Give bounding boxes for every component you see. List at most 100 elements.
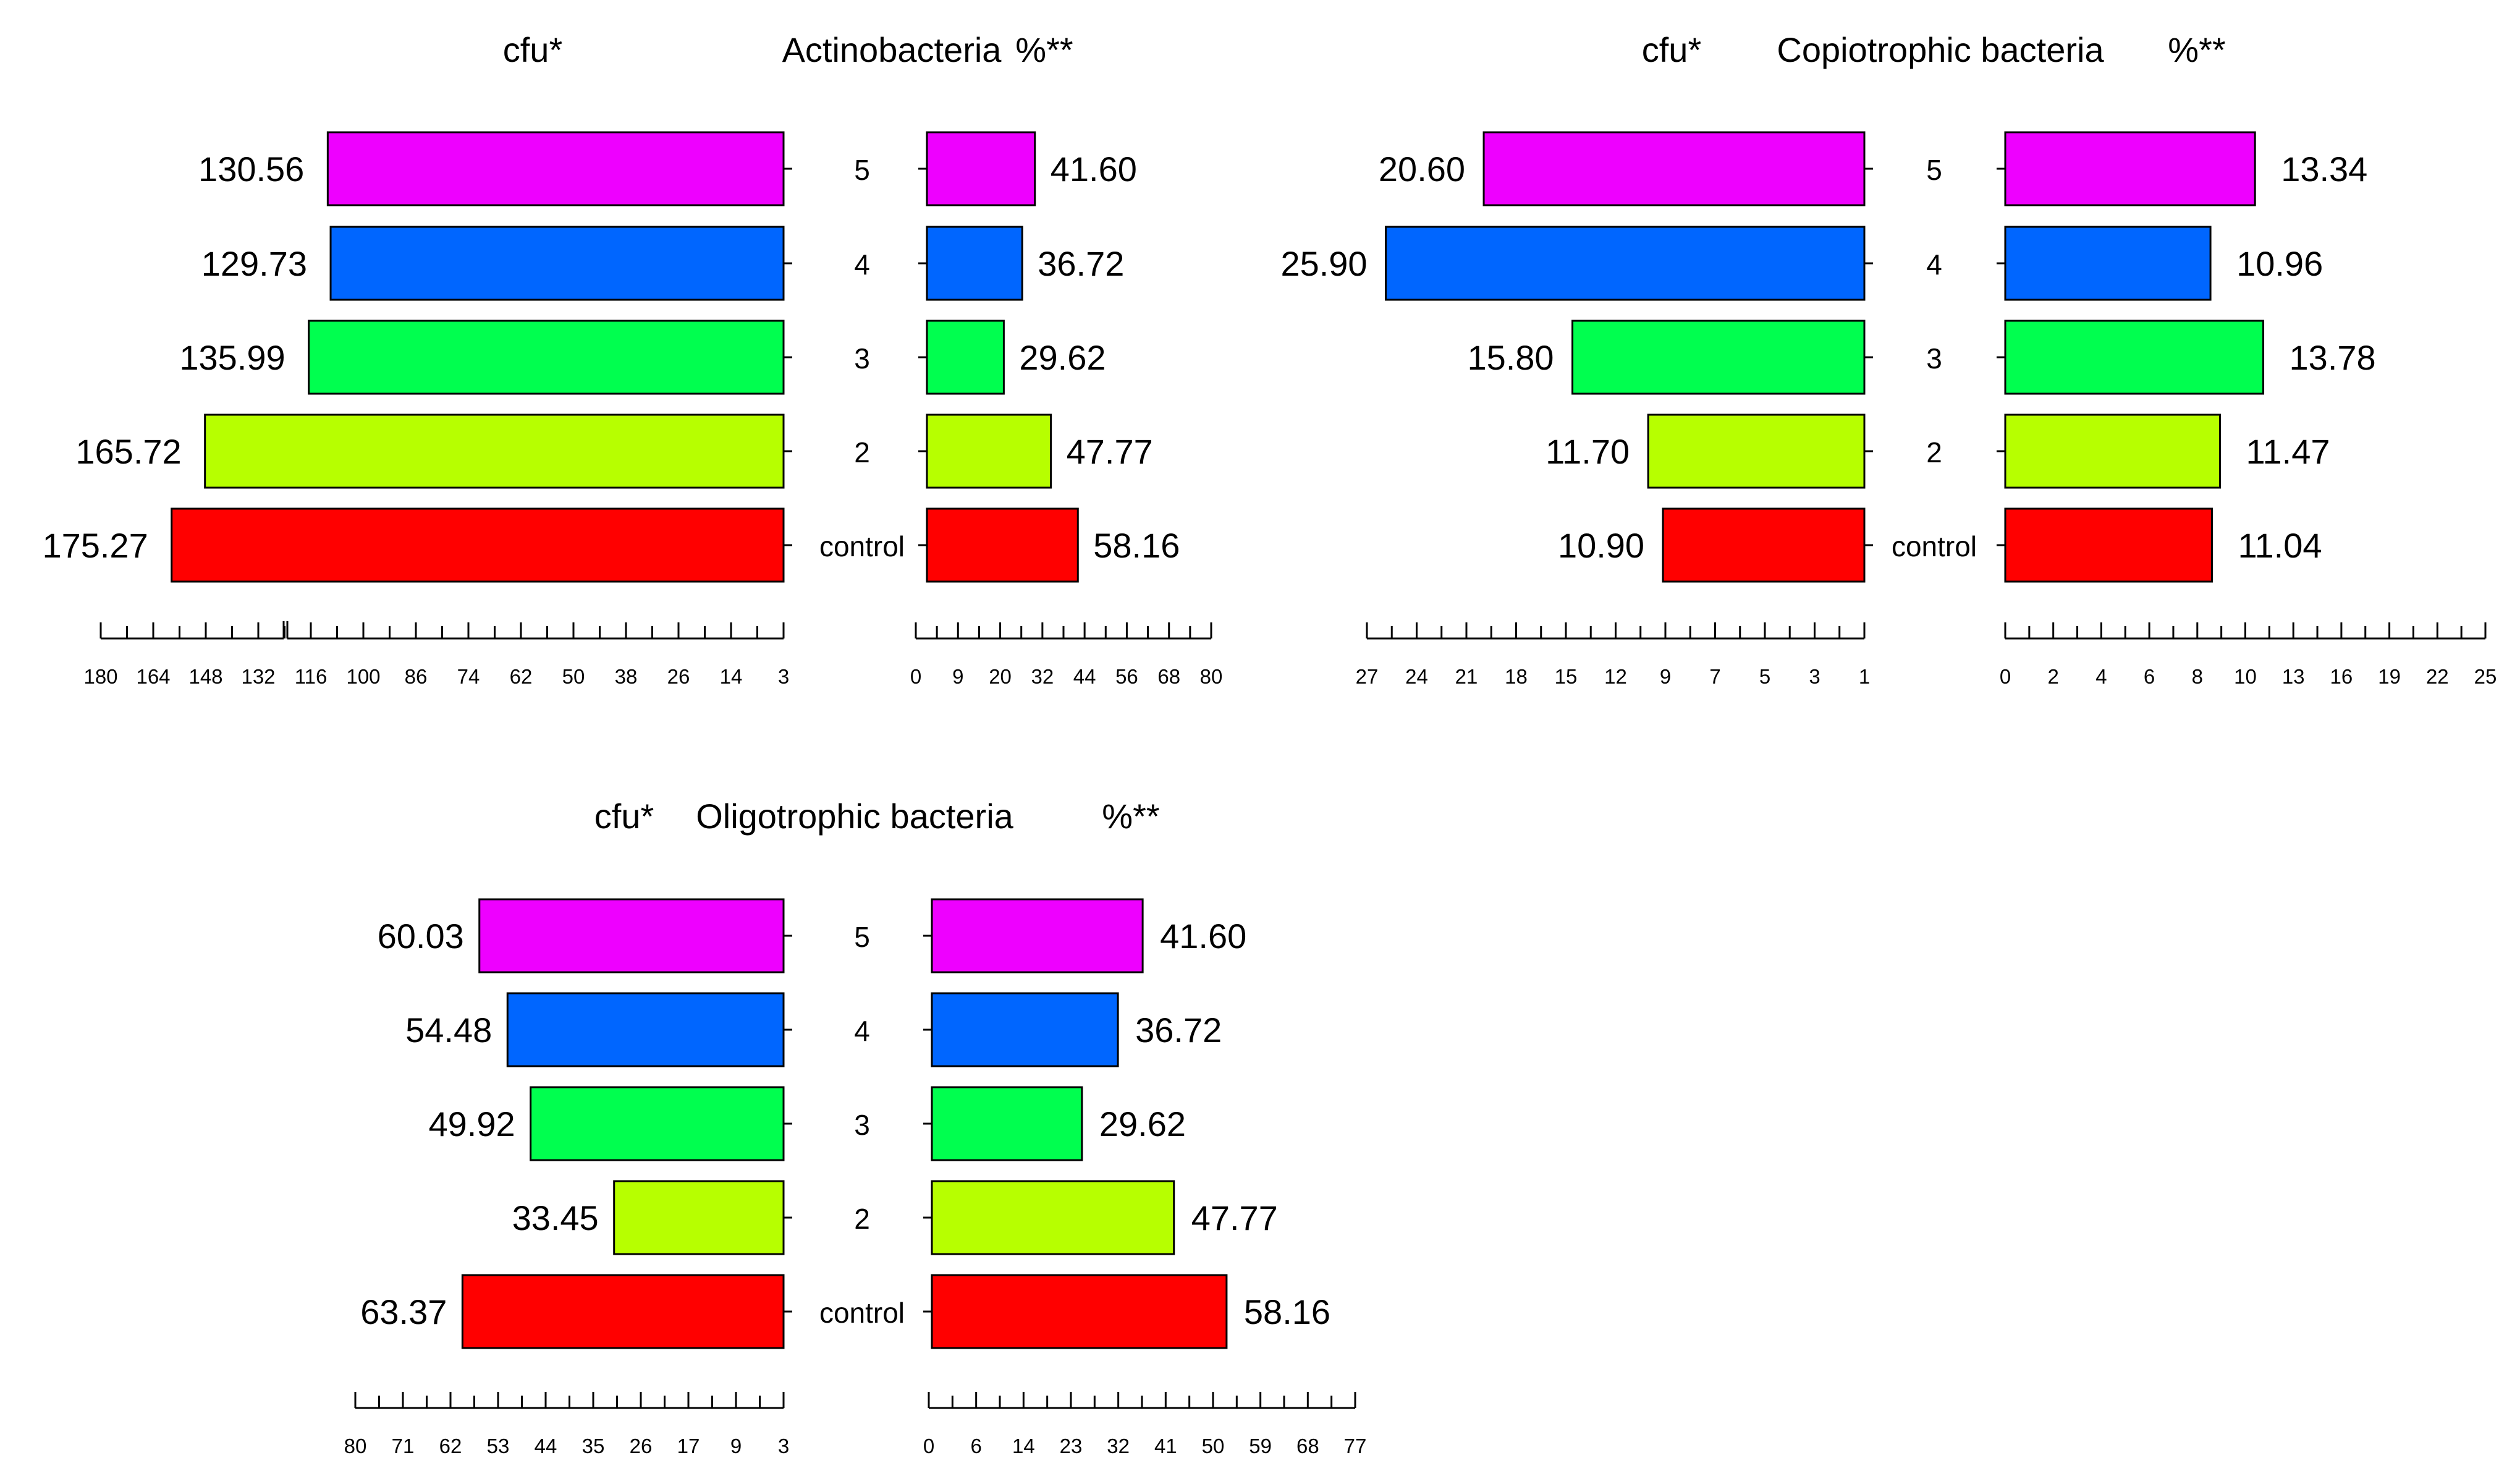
cfu-value-label: 33.45 (512, 1198, 599, 1237)
percent-tick-label: 8 (2192, 665, 2203, 688)
cfu-tick-label: 3 (778, 665, 789, 688)
percent-bar-5 (2004, 131, 2256, 206)
percent-value-label: 13.34 (2281, 150, 2367, 189)
cfu-value-label: 11.70 (1545, 432, 1630, 471)
percent-tick-label: 0 (2000, 665, 2011, 688)
percent-tick-label: 80 (1200, 665, 1223, 688)
chart-title: Actinobacteria (782, 30, 1002, 69)
cfu-bar-2 (1647, 413, 1866, 489)
cfu-header: cfu* (503, 30, 563, 69)
percent-bar-3 (931, 1086, 1083, 1161)
cfu-tick-label: 148 (188, 665, 222, 688)
category-label: control (819, 530, 905, 562)
percent-value-label: 10.96 (2236, 244, 2323, 283)
percent-value-label: 29.62 (1019, 338, 1106, 377)
category-label: control (1892, 530, 1977, 562)
percent-bar-3 (926, 320, 1005, 395)
chart-title: Copiotrophic bacteria (1777, 30, 2104, 69)
percent-tick-label: 41 (1154, 1435, 1177, 1457)
percent-value-label: 58.16 (1244, 1292, 1330, 1331)
percent-header: %** (2168, 30, 2225, 69)
cfu-tick-label: 12 (1604, 665, 1627, 688)
cfu-tick-label: 74 (457, 665, 480, 688)
cfu-bar-control (171, 507, 785, 583)
category-label: 5 (1926, 154, 1942, 186)
cfu-bar-5 (478, 898, 785, 973)
cfu-tick-label: 26 (630, 1435, 653, 1457)
cfu-tick-label: 50 (562, 665, 585, 688)
percent-value-label: 58.16 (1093, 526, 1180, 565)
percent-tick-label: 68 (1296, 1435, 1319, 1457)
percent-tick-label: 14 (1012, 1435, 1035, 1457)
cfu-tick-label: 71 (392, 1435, 415, 1457)
percent-bar-2 (2004, 413, 2222, 489)
cfu-tick-label: 132 (241, 665, 275, 688)
percent-bar-4 (2004, 226, 2212, 301)
cfu-tick-label: 164 (136, 665, 170, 688)
percent-tick-label: 77 (1344, 1435, 1367, 1457)
cfu-tick-label: 62 (439, 1435, 462, 1457)
percent-tick-label: 10 (2234, 665, 2257, 688)
category-label: 4 (854, 248, 870, 281)
percent-tick-label: 50 (1202, 1435, 1225, 1457)
percent-tick-label: 6 (970, 1435, 981, 1457)
cfu-bar-5 (326, 131, 785, 206)
category-label: 4 (854, 1015, 870, 1047)
percent-tick-label: 25 (2474, 665, 2497, 688)
percent-value-label: 41.60 (1051, 150, 1137, 189)
cfu-value-label: 175.27 (42, 526, 148, 565)
cfu-bar-4 (329, 226, 785, 301)
percent-tick-label: 59 (1249, 1435, 1272, 1457)
percent-value-label: 47.77 (1067, 432, 1153, 471)
category-label: control (819, 1297, 905, 1329)
cfu-tick-label: 24 (1405, 665, 1428, 688)
cfu-tick-label: 116 (295, 665, 328, 688)
cfu-tick-label: 5 (1759, 665, 1770, 688)
percent-bar-2 (926, 413, 1052, 489)
percent-tick-label: 16 (2330, 665, 2353, 688)
chart-title: Oligotrophic bacteria (696, 797, 1013, 836)
cfu-tick-label: 80 (344, 1435, 367, 1457)
cfu-tick-label: 1 (1859, 665, 1870, 688)
cfu-tick-label: 86 (405, 665, 428, 688)
cfu-value-label: 60.03 (378, 917, 464, 956)
cfu-value-label: 63.37 (360, 1292, 447, 1331)
cfu-tick-label: 21 (1455, 665, 1478, 688)
cfu-tick-label: 35 (582, 1435, 605, 1457)
percent-bar-5 (931, 898, 1144, 973)
percent-tick-label: 23 (1060, 1435, 1083, 1457)
cfu-tick-label: 7 (1709, 665, 1720, 688)
cfu-bar-3 (1571, 320, 1866, 395)
percent-tick-label: 0 (923, 1435, 934, 1457)
cfu-tick-label: 53 (487, 1435, 510, 1457)
cfu-tick-label: 9 (730, 1435, 742, 1457)
percent-tick-label: 2 (2048, 665, 2059, 688)
category-label: 2 (1926, 436, 1942, 469)
category-label: 2 (854, 436, 870, 469)
percent-bar-4 (926, 226, 1023, 301)
cfu-tick-label: 3 (1809, 665, 1820, 688)
cfu-tick-label: 26 (667, 665, 690, 688)
percent-bar-control (2004, 507, 2213, 583)
percent-bar-5 (926, 131, 1036, 206)
cfu-bar-3 (308, 320, 785, 395)
category-label: 5 (854, 154, 870, 186)
cfu-value-label: 20.60 (1379, 150, 1465, 189)
copiotrophic-bacteria-chart: cfu* Copiotrophic bacteria %** 20.60 5 13.34 2… (1280, 30, 2497, 688)
category-label: 3 (854, 342, 870, 375)
cfu-bar-2 (204, 413, 785, 489)
percent-bar-control (926, 507, 1079, 583)
category-label: 4 (1926, 248, 1942, 281)
cfu-tick-label: 18 (1505, 665, 1528, 688)
percent-value-label: 47.77 (1191, 1198, 1278, 1237)
cfu-bar-3 (530, 1086, 785, 1161)
cfu-tick-label: 15 (1555, 665, 1578, 688)
percent-value-label: 36.72 (1038, 244, 1124, 283)
percent-tick-label: 44 (1073, 665, 1096, 688)
cfu-bar-4 (506, 992, 785, 1067)
percent-tick-label: 56 (1115, 665, 1138, 688)
percent-tick-label: 32 (1107, 1435, 1130, 1457)
cfu-bar-4 (1385, 226, 1866, 301)
category-label: 3 (854, 1109, 870, 1141)
percent-tick-label: 20 (989, 665, 1012, 688)
